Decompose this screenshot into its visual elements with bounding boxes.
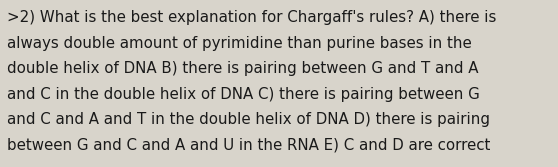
Text: and C in the double helix of DNA C) there is pairing between G: and C in the double helix of DNA C) ther… [7, 87, 480, 102]
Text: double helix of DNA B) there is pairing between G and T and A: double helix of DNA B) there is pairing … [7, 61, 479, 76]
Text: >2) What is the best explanation for Chargaff's rules? A) there is: >2) What is the best explanation for Cha… [7, 10, 497, 25]
Text: between G and C and A and U in the RNA E) C and D are correct: between G and C and A and U in the RNA E… [7, 138, 490, 153]
Text: always double amount of pyrimidine than purine bases in the: always double amount of pyrimidine than … [7, 36, 472, 51]
Text: and C and A and T in the double helix of DNA D) there is pairing: and C and A and T in the double helix of… [7, 112, 490, 127]
